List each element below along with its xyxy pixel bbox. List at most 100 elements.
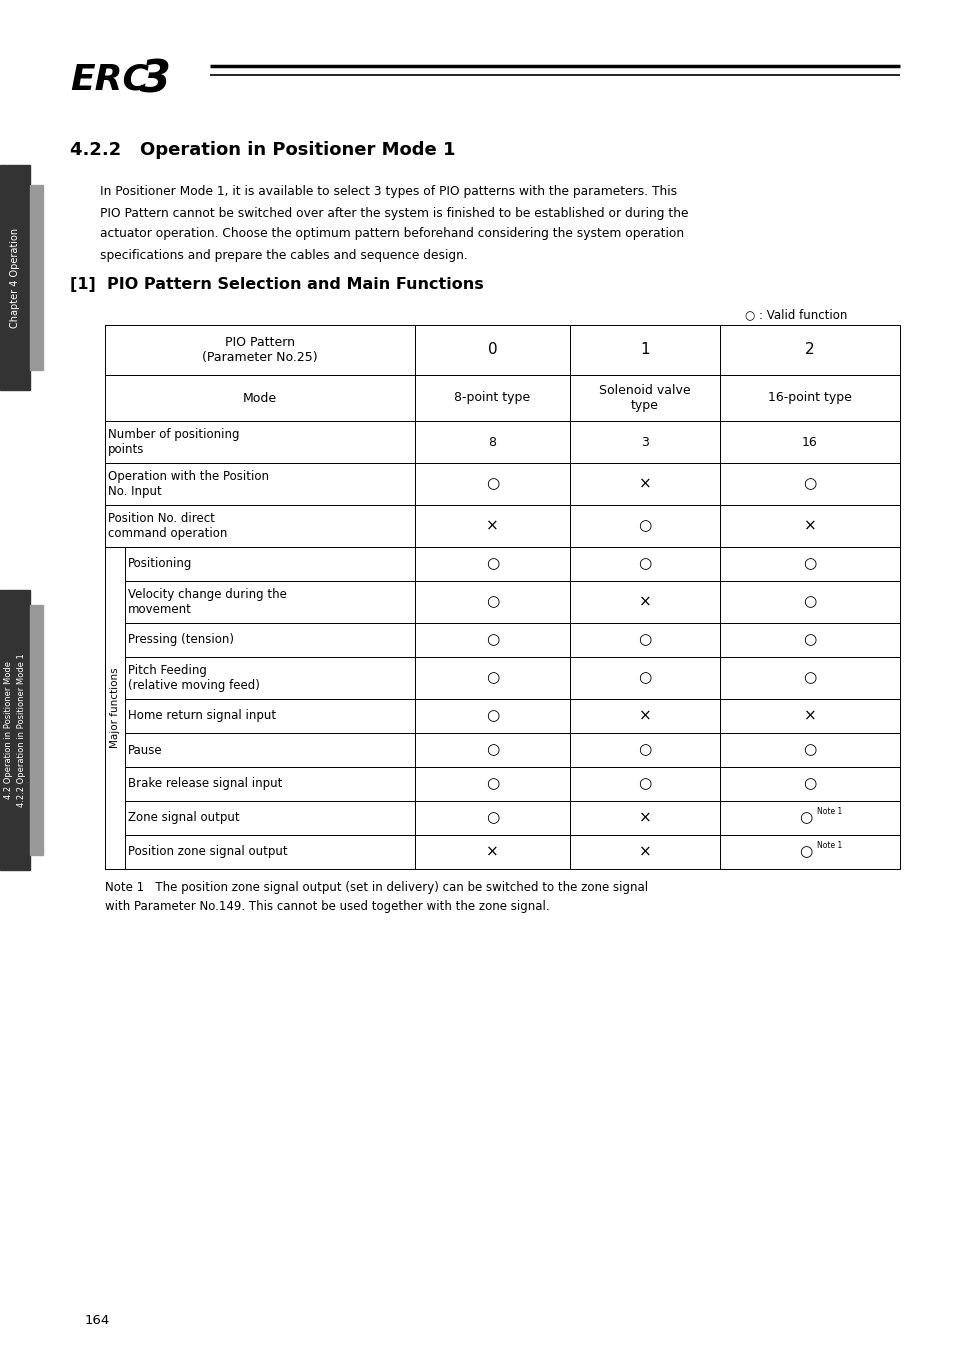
Bar xyxy=(569,325,720,375)
Text: ×: × xyxy=(486,518,498,533)
Bar xyxy=(569,463,720,505)
Bar xyxy=(415,421,569,463)
Text: In Positioner Mode 1, it is available to select 3 types of PIO patterns with the: In Positioner Mode 1, it is available to… xyxy=(100,185,677,198)
Text: Operation with the Position
No. Input: Operation with the Position No. Input xyxy=(108,470,269,498)
Text: ○: ○ xyxy=(638,743,651,757)
Bar xyxy=(569,505,720,547)
Bar xyxy=(720,801,899,836)
Text: with Parameter No.149. This cannot be used together with the zone signal.: with Parameter No.149. This cannot be us… xyxy=(105,900,549,913)
Text: 16: 16 xyxy=(801,436,817,448)
Bar xyxy=(105,325,415,375)
Text: ×: × xyxy=(638,709,651,724)
Text: 2: 2 xyxy=(804,343,814,358)
Bar xyxy=(105,836,415,869)
Text: ○: ○ xyxy=(802,594,816,609)
Text: ○: ○ xyxy=(638,556,651,571)
Bar xyxy=(415,767,569,801)
Text: Note 1   The position zone signal output (set in delivery) can be switched to th: Note 1 The position zone signal output (… xyxy=(105,882,647,894)
Bar xyxy=(105,801,415,836)
Text: ×: × xyxy=(638,477,651,491)
Text: Number of positioning
points: Number of positioning points xyxy=(108,428,239,456)
Text: ×: × xyxy=(486,845,498,860)
Text: Mode: Mode xyxy=(243,392,276,405)
Bar xyxy=(415,801,569,836)
Text: Note 1: Note 1 xyxy=(816,806,841,815)
Text: ○: ○ xyxy=(485,776,498,791)
Text: Positioning: Positioning xyxy=(128,558,193,571)
Bar xyxy=(105,657,415,699)
Text: ○: ○ xyxy=(799,810,812,825)
Bar xyxy=(415,836,569,869)
Bar xyxy=(569,547,720,580)
Text: Chapter 4 Operation: Chapter 4 Operation xyxy=(10,227,20,328)
Bar xyxy=(105,421,415,463)
Text: actuator operation. Choose the optimum pattern beforehand considering the system: actuator operation. Choose the optimum p… xyxy=(100,228,683,240)
Text: 4.2 Operation in Positioner Mode: 4.2 Operation in Positioner Mode xyxy=(5,662,13,799)
Bar xyxy=(569,767,720,801)
Text: ○: ○ xyxy=(638,518,651,533)
Text: Position zone signal output: Position zone signal output xyxy=(128,845,287,859)
Bar xyxy=(569,421,720,463)
Bar xyxy=(415,622,569,657)
Bar xyxy=(105,547,415,580)
Text: 0: 0 xyxy=(487,343,497,358)
Text: ×: × xyxy=(638,594,651,609)
Bar xyxy=(720,836,899,869)
Bar xyxy=(415,657,569,699)
Text: [1]  PIO Pattern Selection and Main Functions: [1] PIO Pattern Selection and Main Funct… xyxy=(70,278,483,293)
Text: 16-point type: 16-point type xyxy=(767,392,851,405)
Text: 3: 3 xyxy=(640,436,648,448)
Bar xyxy=(415,375,569,421)
Bar xyxy=(569,699,720,733)
Bar xyxy=(415,505,569,547)
Text: PIO Pattern cannot be switched over after the system is finished to be establish: PIO Pattern cannot be switched over afte… xyxy=(100,207,688,220)
Bar xyxy=(105,767,415,801)
Text: Pitch Feeding
(relative moving feed): Pitch Feeding (relative moving feed) xyxy=(128,664,259,693)
Bar xyxy=(105,622,415,657)
Text: Home return signal input: Home return signal input xyxy=(128,710,275,722)
Text: specifications and prepare the cables and sequence design.: specifications and prepare the cables an… xyxy=(100,248,467,262)
Text: ×: × xyxy=(638,810,651,825)
Bar xyxy=(30,605,43,855)
Bar xyxy=(415,325,569,375)
Text: 4.2.2   Operation in Positioner Mode 1: 4.2.2 Operation in Positioner Mode 1 xyxy=(70,140,455,159)
Text: ○: ○ xyxy=(485,594,498,609)
Bar xyxy=(720,547,899,580)
Text: Brake release signal input: Brake release signal input xyxy=(128,778,282,791)
Text: ○: ○ xyxy=(802,633,816,648)
Text: ○: ○ xyxy=(485,477,498,491)
Text: Velocity change during the
movement: Velocity change during the movement xyxy=(128,589,287,616)
Text: ○: ○ xyxy=(638,671,651,686)
Text: ○: ○ xyxy=(638,633,651,648)
Text: ×: × xyxy=(802,518,816,533)
Text: ○: ○ xyxy=(485,709,498,724)
Bar xyxy=(569,836,720,869)
Bar xyxy=(569,375,720,421)
Bar xyxy=(105,733,415,767)
Bar xyxy=(569,733,720,767)
Text: ○: ○ xyxy=(802,556,816,571)
Text: 8: 8 xyxy=(488,436,496,448)
Bar xyxy=(415,733,569,767)
Bar xyxy=(415,463,569,505)
Text: ○: ○ xyxy=(802,671,816,686)
Text: ○: ○ xyxy=(485,633,498,648)
Text: 3: 3 xyxy=(140,58,171,101)
Bar xyxy=(0,590,30,869)
Text: ○: ○ xyxy=(802,477,816,491)
Bar xyxy=(720,375,899,421)
Text: ○: ○ xyxy=(485,810,498,825)
Text: ○: ○ xyxy=(802,776,816,791)
Bar xyxy=(720,580,899,622)
Bar xyxy=(720,733,899,767)
Text: Major functions: Major functions xyxy=(110,668,120,748)
Text: 8-point type: 8-point type xyxy=(454,392,530,405)
Text: ○: ○ xyxy=(485,556,498,571)
Bar xyxy=(105,463,415,505)
Bar xyxy=(415,547,569,580)
Text: 164: 164 xyxy=(85,1314,111,1327)
Bar xyxy=(105,505,415,547)
Bar xyxy=(30,185,43,370)
Bar xyxy=(415,580,569,622)
Text: PIO Pattern
(Parameter No.25): PIO Pattern (Parameter No.25) xyxy=(202,336,317,364)
